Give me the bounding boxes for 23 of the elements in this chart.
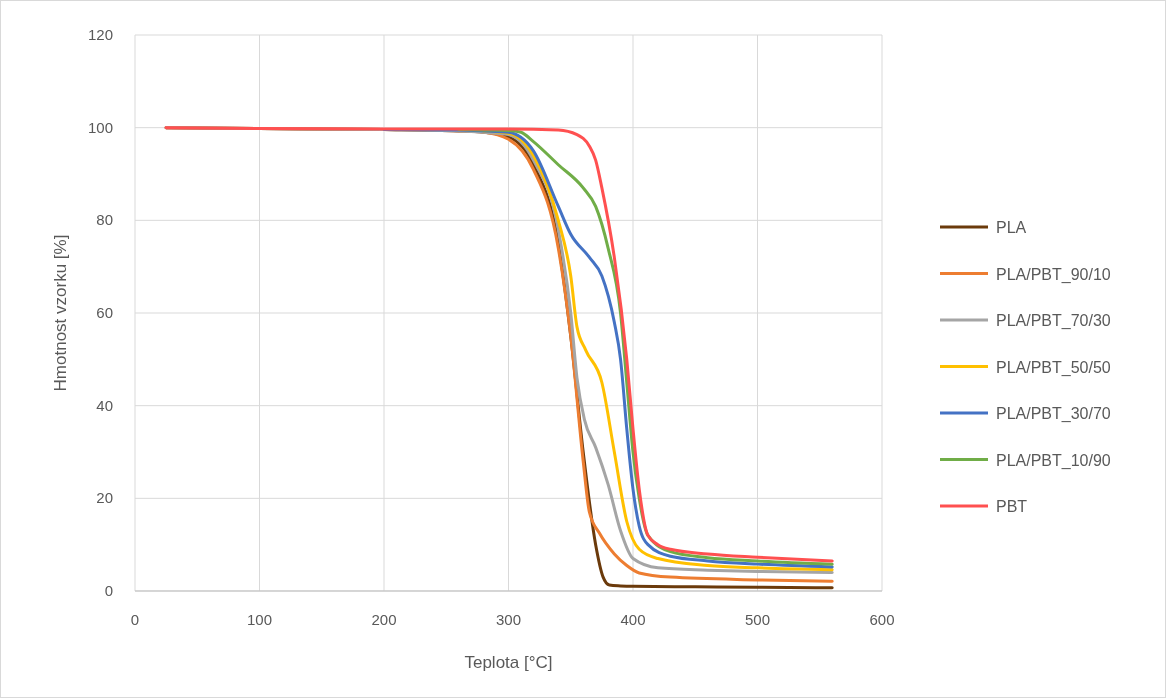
y-tick-label: 80 xyxy=(96,211,113,229)
x-tick-label: 0 xyxy=(130,611,140,628)
y-tick-label: 40 xyxy=(96,396,113,414)
legend-label: PLA/PBT_50/50 xyxy=(996,358,1111,377)
legend-label: PBT xyxy=(996,498,1028,515)
y-tick-label: 100 xyxy=(87,118,113,136)
legend-label: PLA xyxy=(996,219,1027,236)
y-tick-label: 60 xyxy=(96,304,113,321)
x-tick-label: 600 xyxy=(869,611,895,628)
x-tick-label: 400 xyxy=(620,611,646,628)
legend-label: PLA/PBT_90/10 xyxy=(996,265,1111,284)
x-tick-label: 500 xyxy=(744,611,771,628)
x-tick-label: 200 xyxy=(371,611,397,628)
y-tick-label: 20 xyxy=(96,489,113,507)
legend-label: PLA/PBT_10/90 xyxy=(996,451,1111,470)
y-axis-title: Hmotnost vzorku [%] xyxy=(51,234,70,392)
y-tick-label: 120 xyxy=(87,26,113,43)
x-tick-label: 100 xyxy=(246,611,273,628)
x-axis-title: Teplota [°C] xyxy=(464,653,553,672)
legend-label: PLA/PBT_30/70 xyxy=(996,405,1111,423)
legend-label: PLA/PBT_70/30 xyxy=(996,312,1111,330)
y-tick-label: 0 xyxy=(104,582,113,599)
x-tick-label: 300 xyxy=(495,611,522,628)
